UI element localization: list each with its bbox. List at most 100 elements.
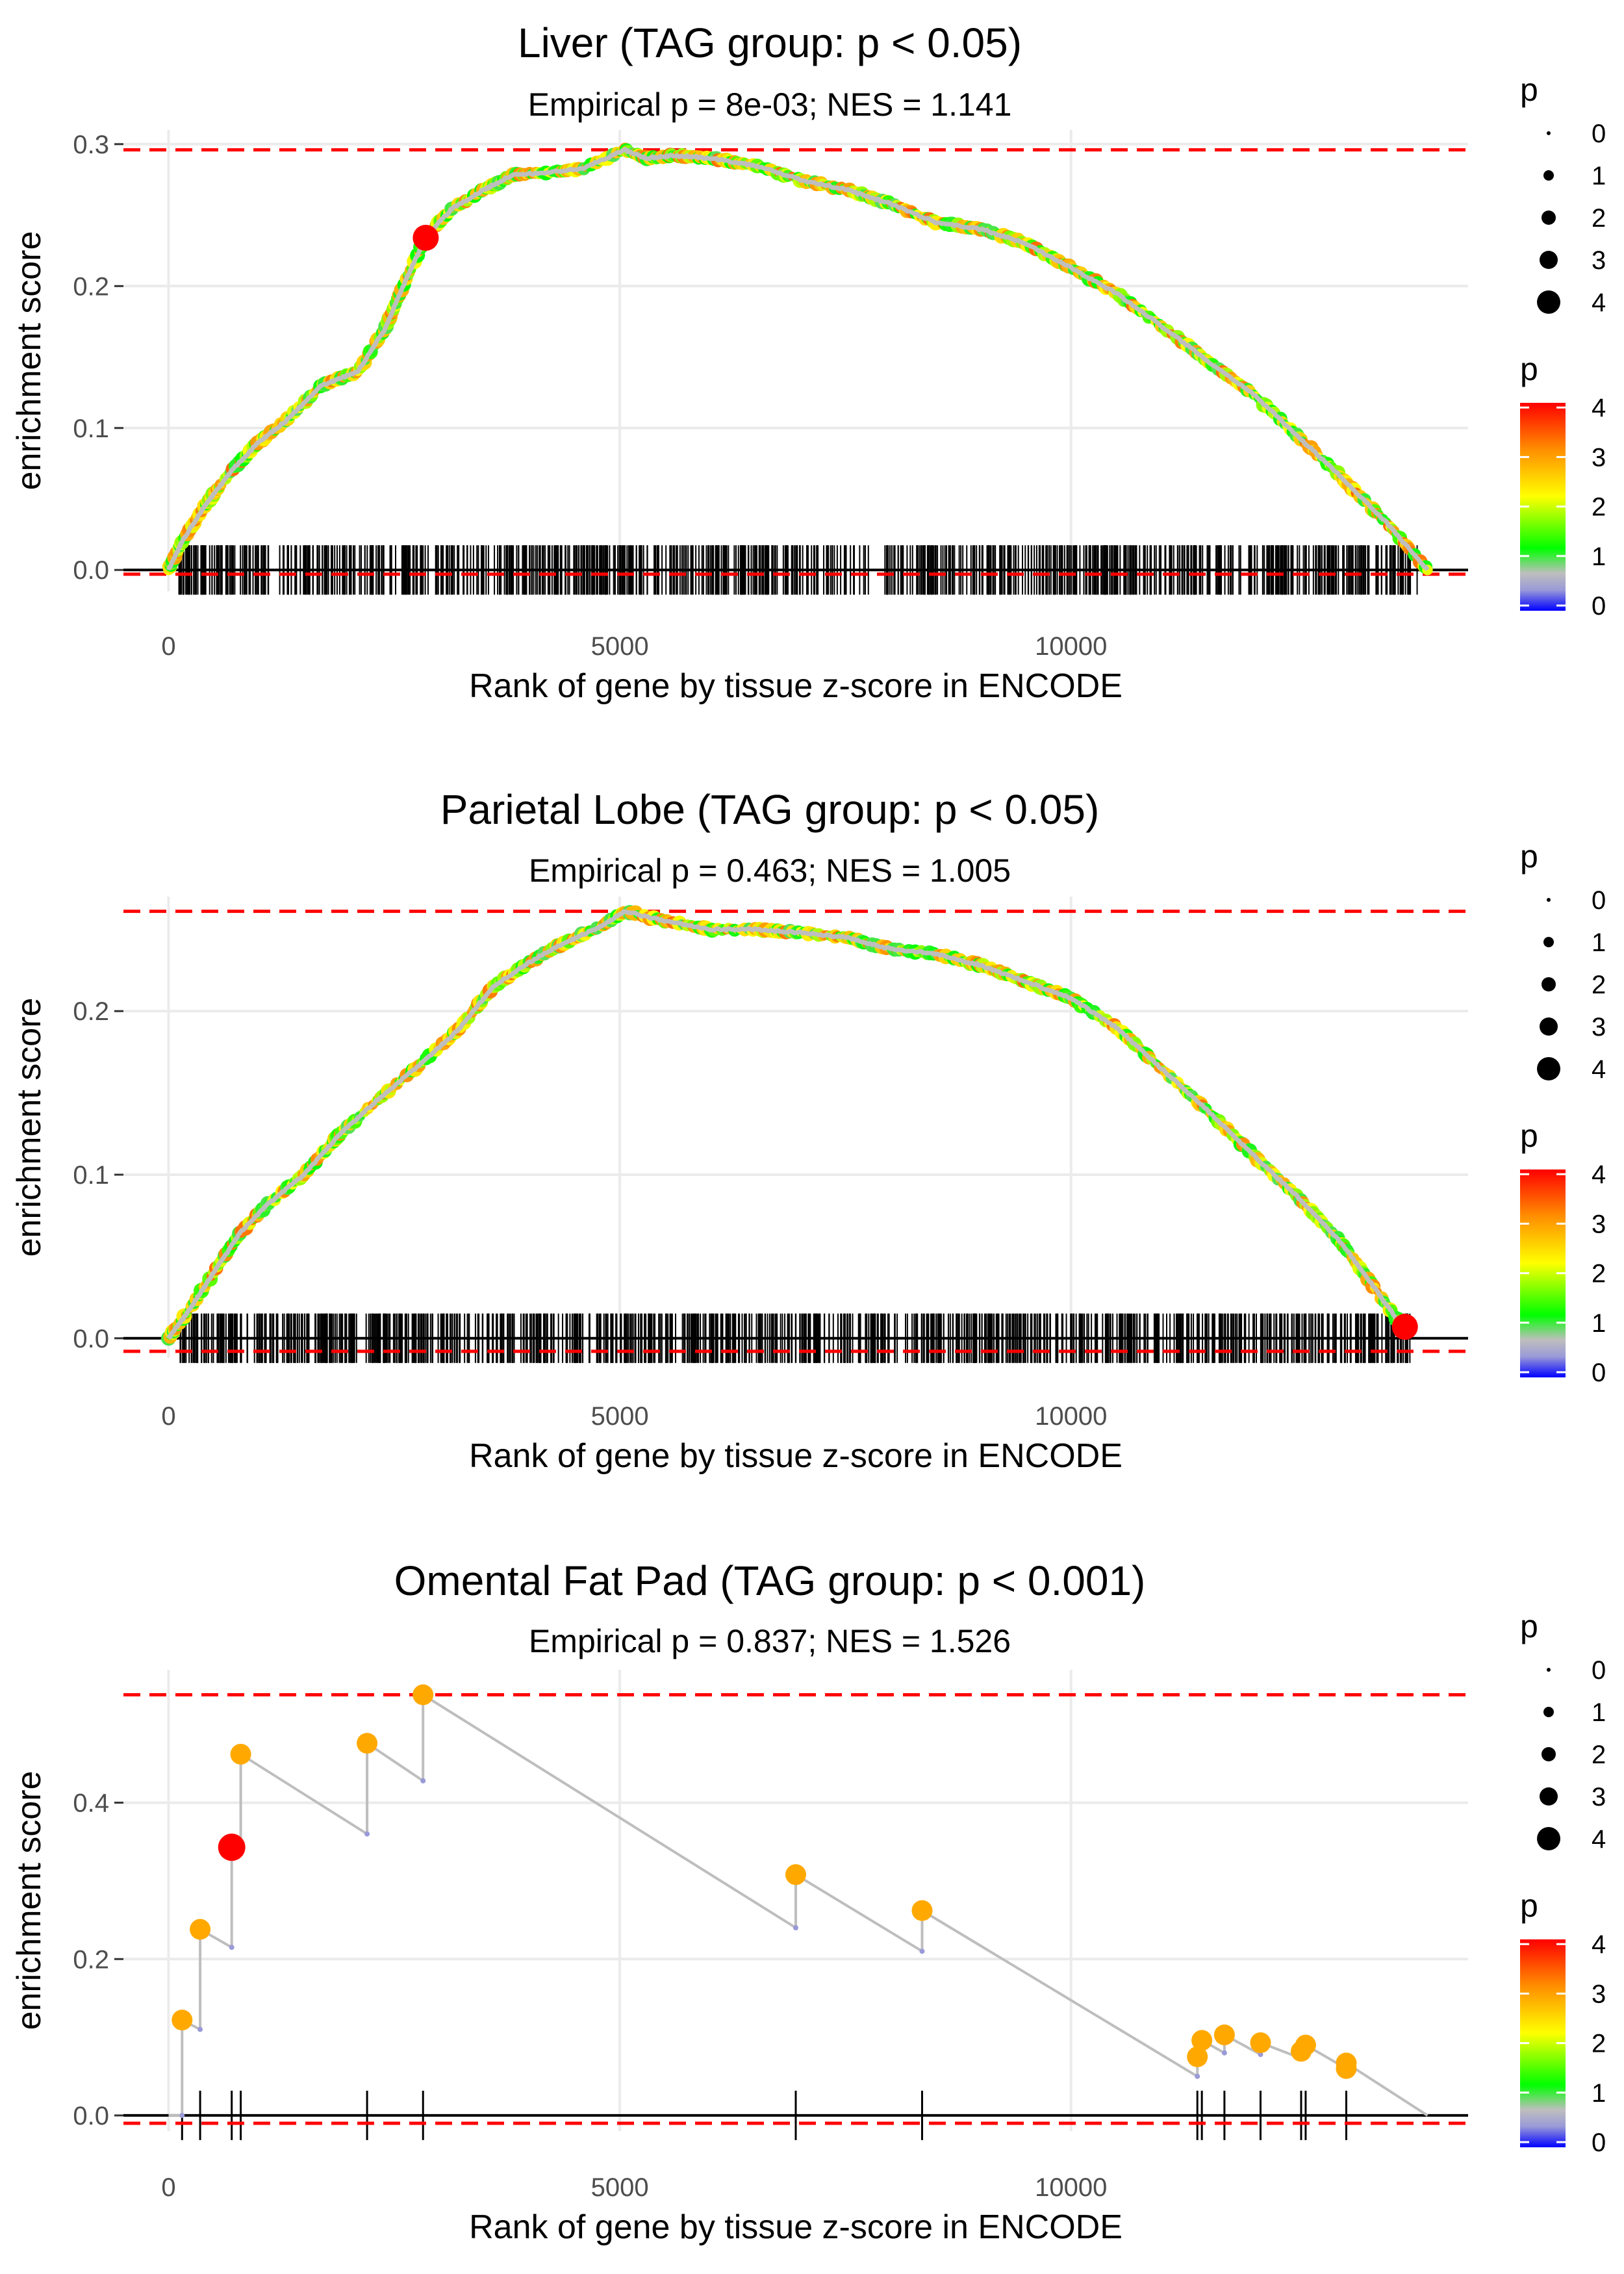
x-tick-label: 0 [161,2173,175,2202]
enrichment-curve [166,147,1430,572]
size-legend-label: 2 [1592,1741,1606,1769]
x-tick-label: 5000 [591,1402,649,1431]
size-legend-label: 0 [1592,886,1606,915]
color-legend-title: p [1520,1887,1538,1924]
gene-point [1295,2034,1316,2056]
size-legend-swatch [1542,977,1556,991]
y-tick-label: 0.3 [73,131,109,159]
gene-point [218,1833,246,1861]
x-tick-label: 10000 [1035,632,1107,661]
size-legend-swatch [1542,211,1556,225]
highlight-point [412,225,439,251]
size-legend-swatch [1547,1668,1551,1672]
gene-point [911,1900,933,1921]
size-legend-swatch [1537,1057,1560,1080]
color-legend-label: 2 [1592,493,1606,522]
chart-panel-3: Omental Fat Pad (TAG group: p < 0.001) Em… [10,1557,1606,2246]
color-legend-label: 3 [1592,1980,1606,2008]
size-legend-label: 0 [1592,120,1606,148]
x-axis-label: Rank of gene by tissue z-score in ENCODE [469,667,1123,705]
x-axis-label: Rank of gene by tissue z-score in ENCODE [469,2208,1123,2246]
chart-subtitle: Empirical p = 0.463; NES = 1.005 [529,852,1011,889]
gene-point [171,2010,193,2031]
color-legend-label: 0 [1592,1359,1606,1387]
gene-point [1213,2024,1235,2045]
gene-point [1336,2058,1357,2079]
gene-point [230,1743,251,1765]
y-axis-label: enrichment score [10,231,48,491]
size-legend-swatch [1543,937,1554,947]
y-tick-label: 0.2 [73,1945,109,1974]
color-legend-label: 2 [1592,1260,1606,1288]
gene-point [1250,2032,1271,2054]
step-point [793,1925,798,1931]
step-point [1221,2050,1227,2056]
size-legend-label: 4 [1592,1825,1606,1854]
color-legend-label: 2 [1592,2030,1606,2058]
chart-title: Parietal Lobe (TAG group: p < 0.05) [440,786,1100,833]
color-legend-label: 4 [1592,1160,1606,1189]
highlight-point [1391,1314,1418,1340]
step-point [179,2112,185,2118]
size-legend-label: 1 [1592,162,1606,190]
y-tick-label: 0.1 [73,1161,109,1190]
chart-title: Liver (TAG group: p < 0.05) [518,19,1022,66]
size-legend-swatch [1540,251,1558,269]
chart-panel-2: Parietal Lobe (TAG group: p < 0.05) Empir… [10,786,1606,1475]
gene-point [412,1684,434,1706]
chart-subtitle: Empirical p = 0.837; NES = 1.526 [529,1623,1011,1659]
step-point [364,1831,370,1837]
y-tick-label: 0.4 [73,1789,109,1818]
gene-point [357,1733,378,1754]
gene-point [1187,2046,1208,2067]
y-tick-label: 0.0 [73,1325,109,1353]
size-legend-label: 4 [1592,1055,1606,1084]
color-legend-label: 1 [1592,2079,1606,2108]
size-legend-label: 3 [1592,1013,1606,1041]
size-legend-label: 2 [1592,204,1606,233]
size-legend-swatch [1540,1017,1558,1036]
chart-title: Omental Fat Pad (TAG group: p < 0.001) [394,1557,1146,1604]
x-axis-label: Rank of gene by tissue z-score in ENCODE [469,1437,1123,1475]
y-axis-label: enrichment score [10,998,48,1257]
color-legend-label: 1 [1592,543,1606,571]
color-legend-title: p [1520,351,1538,387]
size-legend-label: 4 [1592,288,1606,317]
chart-panel-1: Liver (TAG group: p < 0.05) Empirical p =… [10,19,1606,705]
size-legend-label: 0 [1592,1656,1606,1685]
y-tick-label: 0.2 [73,997,109,1026]
color-legend-label: 4 [1592,394,1606,422]
size-legend-swatch [1547,898,1551,902]
color-legend-label: 0 [1592,592,1606,620]
y-tick-label: 0.0 [73,2102,109,2130]
step-point [1195,2073,1200,2079]
step-point [197,2026,203,2032]
gene-point [190,1919,211,1940]
size-legend-swatch [1540,1787,1558,1806]
size-legend-title: p [1520,71,1538,108]
color-legend-title: p [1520,1118,1538,1154]
x-tick-label: 5000 [591,2173,649,2202]
y-tick-label: 0.0 [73,556,109,585]
step-point [229,1945,235,1950]
step-point [919,1948,925,1954]
size-legend-swatch [1547,131,1551,135]
size-legend-swatch [1542,1747,1556,1761]
size-legend-swatch [1543,170,1554,181]
color-legend-label: 3 [1592,1210,1606,1238]
color-legend-label: 3 [1592,443,1606,472]
size-legend-label: 2 [1592,971,1606,999]
size-legend-swatch [1537,290,1560,314]
curve-points [162,142,1433,576]
color-legend-label: 0 [1592,2128,1606,2157]
x-tick-label: 0 [161,1402,175,1431]
x-tick-label: 0 [161,632,175,661]
x-tick-label: 5000 [591,632,649,661]
x-tick-label: 10000 [1035,1402,1107,1431]
size-legend-label: 3 [1592,246,1606,275]
size-legend-swatch [1543,1707,1554,1717]
y-tick-label: 0.2 [73,272,109,301]
color-legend-label: 4 [1592,1930,1606,1959]
size-legend-label: 1 [1592,1698,1606,1727]
